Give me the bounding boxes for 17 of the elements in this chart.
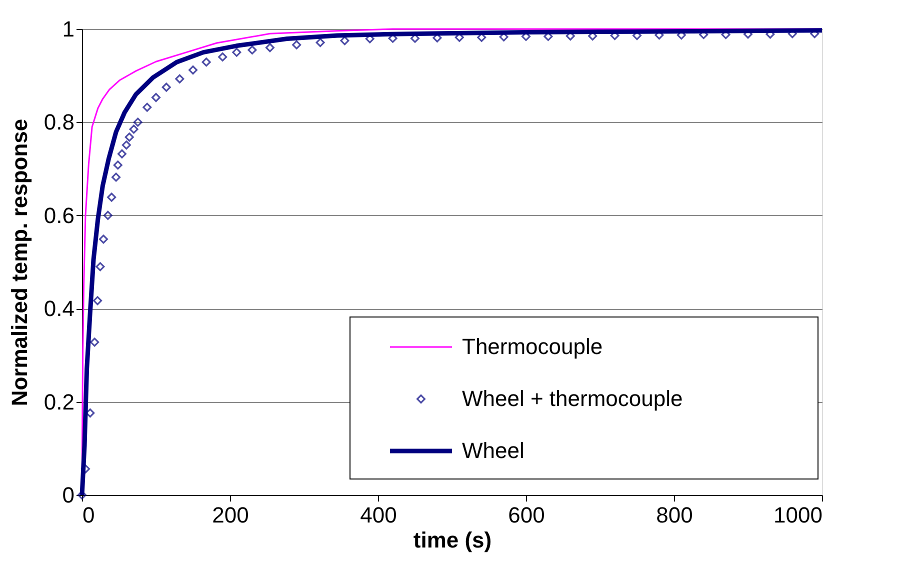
legend-label: Wheel — [462, 438, 524, 463]
y-tick-label: 0.6 — [44, 202, 74, 228]
x-axis-title: time (s) — [413, 528, 492, 552]
x-tick-label: 200 — [212, 502, 249, 528]
y-tick-label: 0.2 — [44, 389, 74, 414]
x-tick-label: 600 — [508, 502, 545, 528]
y-tick-label: 0 — [62, 482, 74, 508]
y-tick-label: 0.4 — [44, 296, 74, 322]
x-tick-label: 400 — [360, 502, 397, 528]
legend-label: Wheel + thermocouple — [462, 386, 683, 411]
y-tick-label: 0.8 — [44, 110, 74, 135]
legend-label: Thermocouple — [462, 334, 603, 359]
y-axis-title: Normalized temp. response — [6, 118, 32, 406]
x-tick-label: 0 — [82, 502, 95, 528]
y-tick-label: 1 — [62, 16, 74, 42]
x-tick-label: 1000 — [774, 502, 822, 528]
x-tick-label: 800 — [656, 502, 693, 528]
